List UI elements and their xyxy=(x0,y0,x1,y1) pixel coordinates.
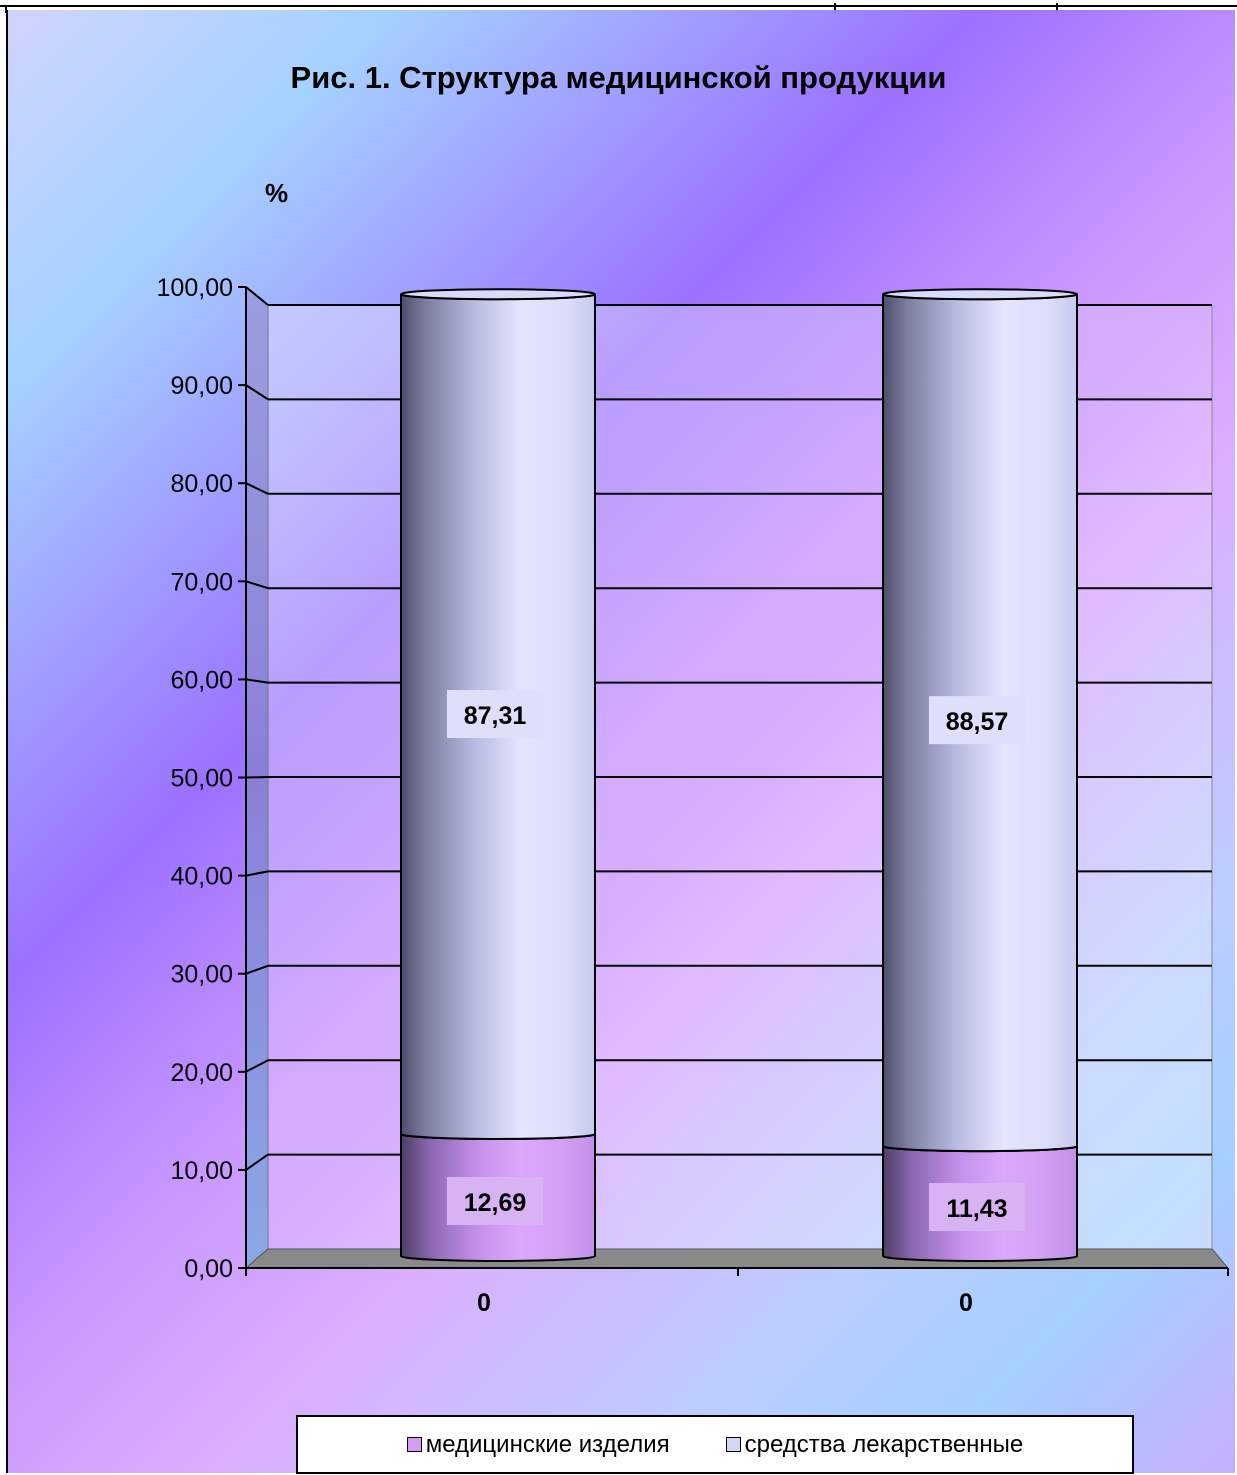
data-label-bg xyxy=(929,696,1025,745)
legend-item-medical-devices: медицинские изделия xyxy=(406,1430,670,1459)
data-label-bg xyxy=(447,690,543,739)
legend-label-medicines: средства лекарственные xyxy=(744,1430,1024,1458)
data-label-medicines-1: 87,31 xyxy=(464,702,527,730)
data-label-medicines-2: 88,57 xyxy=(946,708,1009,736)
legend-item-medicines: средства лекарственные xyxy=(725,1430,1024,1459)
y-tick-label: 0,00 xyxy=(184,1255,233,1283)
bar-top-ellipse xyxy=(882,288,1078,301)
y-tick-label: 20,00 xyxy=(170,1059,233,1087)
y-tick-label: 80,00 xyxy=(170,470,233,498)
gridline-side xyxy=(245,580,269,590)
gridline-side xyxy=(245,286,269,306)
y-tick-label: 30,00 xyxy=(170,961,233,989)
y-tick-label: 90,00 xyxy=(170,372,233,400)
gridline-side xyxy=(245,482,269,495)
y-axis-unit-label: % xyxy=(265,178,289,208)
y-tick-label: 70,00 xyxy=(170,568,233,596)
chart-title: Рис. 1. Структура медицинской продукции xyxy=(290,60,947,95)
gridline-side xyxy=(245,1059,269,1073)
x-category-label-1: 0 xyxy=(477,1289,491,1317)
bar-top-ellipse xyxy=(400,288,596,301)
gridline-side xyxy=(245,776,269,779)
data-label-bg xyxy=(929,1183,1025,1232)
gridline-side xyxy=(245,870,269,877)
legend-swatch-medical-devices xyxy=(406,1437,422,1452)
x-category-label-2: 0 xyxy=(959,1289,973,1317)
legend-label-medical-devices: медицинские изделия xyxy=(425,1430,670,1458)
y-tick-label: 60,00 xyxy=(170,666,233,694)
legend-swatch-medicines xyxy=(725,1437,741,1452)
gridline-side xyxy=(245,964,269,975)
gridline-side xyxy=(245,678,269,684)
chart-legend: медицинские изделия средства лекарственн… xyxy=(296,1415,1134,1474)
y-tick-label: 50,00 xyxy=(170,765,233,793)
gridline-side xyxy=(245,384,269,401)
y-tick-label: 100,00 xyxy=(157,274,233,302)
data-label-medical-devices-2: 11,43 xyxy=(946,1195,1007,1223)
plot-floor xyxy=(244,1248,1230,1269)
data-label-medical-devices-1: 12,69 xyxy=(464,1189,527,1217)
data-label-bg xyxy=(447,1176,543,1225)
y-tick-label: 10,00 xyxy=(170,1157,233,1185)
gridline-side xyxy=(245,1153,269,1171)
y-tick-label: 40,00 xyxy=(170,863,233,891)
